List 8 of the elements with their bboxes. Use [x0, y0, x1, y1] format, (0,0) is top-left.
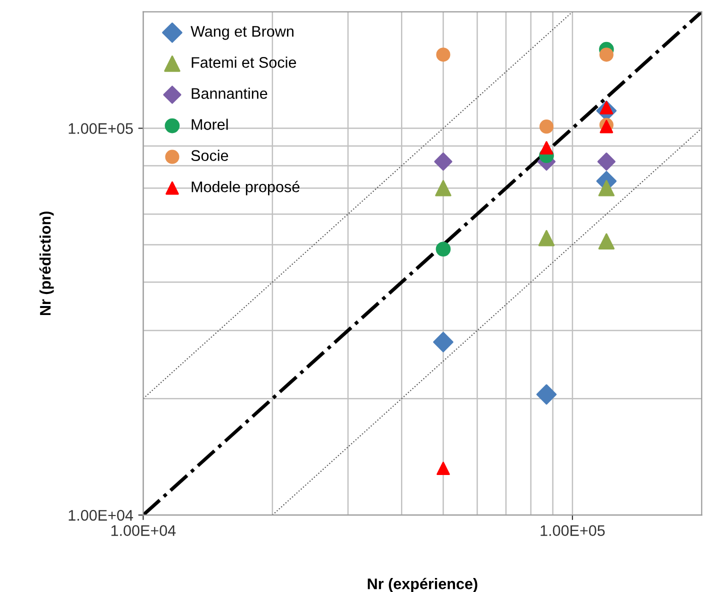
legend-label: Fatemi et Socie — [192, 56, 296, 68]
y-axis-title: Nr (prédiction) — [39, 212, 54, 316]
legend-label: Morel — [192, 118, 228, 130]
legend-label: Bannantine — [192, 88, 268, 99]
legend-label: Modele proposé — [192, 180, 300, 196]
legend-label: Socie — [191, 150, 228, 161]
legend-label: Wang et Brown — [190, 26, 294, 40]
x-axis-title: Nr (expérience) — [368, 578, 478, 592]
